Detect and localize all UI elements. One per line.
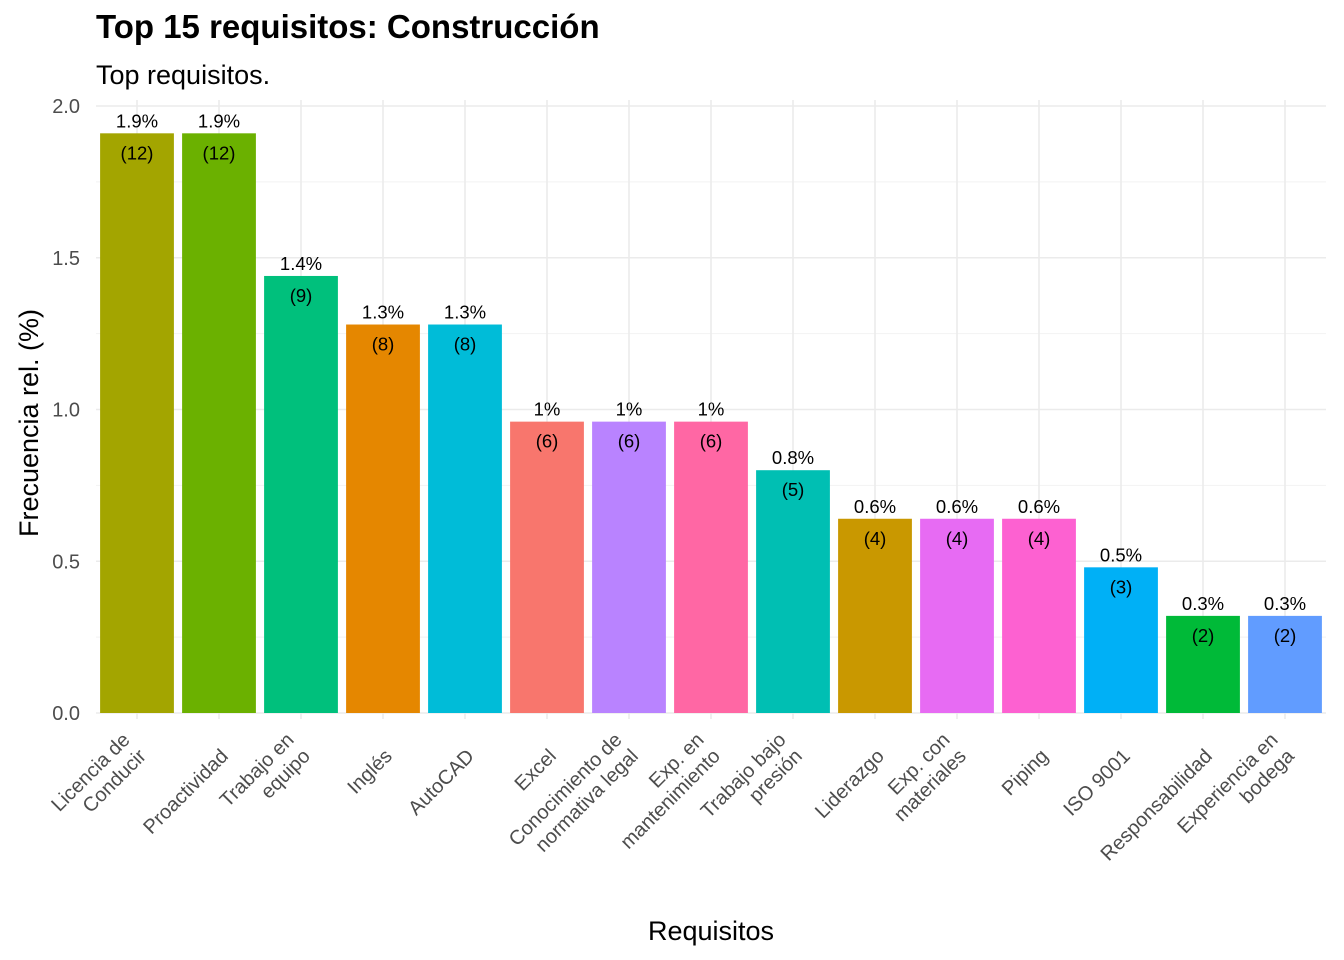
bar [264,275,338,713]
count-label: (6) [700,431,723,452]
count-label: (9) [290,285,313,306]
bar [510,421,584,713]
y-tick-label: 0.5 [52,551,80,573]
bar [1084,567,1158,713]
count-label: (12) [121,142,154,163]
bar [346,324,420,713]
pct-label: 1.3% [444,302,486,323]
x-tick-label-line: Piping [998,745,1053,800]
count-label: (6) [618,431,641,452]
y-tick-label: 2.0 [52,96,80,118]
count-label: (2) [1192,625,1215,646]
count-label: (4) [1028,528,1051,549]
bar [100,133,174,713]
pct-label: 0.8% [772,447,814,468]
pct-label: 1.9% [198,110,240,131]
pct-label: 1.9% [116,110,158,131]
chart-title: Top 15 requisitos: Construcción [96,8,600,45]
x-tick-label: ISO 9001 [1059,745,1134,820]
pct-label: 0.6% [936,496,978,517]
y-axis-ticks: 0.0 0.5 1.0 1.5 2.0 [52,96,80,725]
y-tick-label: 0.0 [52,703,80,725]
pct-label: 0.6% [854,496,896,517]
x-tick-label-line: Inglés [343,745,396,798]
x-tick-label-line: Liderazgo [811,745,889,823]
x-tick-label-line: ISO 9001 [1059,745,1134,820]
count-label: (8) [372,334,395,355]
bars [100,133,1322,713]
count-label: (5) [782,479,805,500]
pct-label: 1.4% [280,253,322,274]
count-label: (6) [536,431,559,452]
x-tick-label: Piping [998,745,1053,800]
count-label: (4) [864,528,887,549]
x-tick-label: Liderazgo [811,745,889,823]
count-label: (3) [1110,576,1133,597]
count-label: (4) [946,528,969,549]
pct-label: 0.5% [1100,544,1142,565]
pct-label: 1% [616,399,643,420]
y-axis-title: Frecuencia rel. (%) [14,309,44,537]
pct-label: 1% [698,399,725,420]
data-labels: 1.9% (12) 1.9% (12) 1.4% (9) 1.3% (8) 1.3% (8) 1% (… [116,110,1306,646]
pct-label: 0.3% [1264,593,1306,614]
count-label: (12) [203,142,236,163]
pct-label: 1.3% [362,302,404,323]
x-tick-label-line: AutoCAD [404,745,479,820]
bar [920,518,994,713]
bar [428,324,502,713]
bar [182,133,256,713]
y-tick-label: 1.0 [52,400,80,422]
count-label: (8) [454,334,477,355]
count-label: (2) [1274,625,1297,646]
x-tick-label: AutoCAD [404,745,479,820]
chart-subtitle: Top requisitos. [96,60,271,90]
bar [674,421,748,713]
bar [1248,615,1322,713]
bar [838,518,912,713]
bar [756,470,830,713]
pct-label: 0.3% [1182,593,1224,614]
bar [1002,518,1076,713]
bar [1166,615,1240,713]
pct-label: 1% [534,399,561,420]
y-tick-label: 1.5 [52,248,80,270]
x-axis-title: Requisitos [648,916,774,946]
x-tick-label: Inglés [343,745,396,798]
bar [592,421,666,713]
pct-label: 0.6% [1018,496,1060,517]
